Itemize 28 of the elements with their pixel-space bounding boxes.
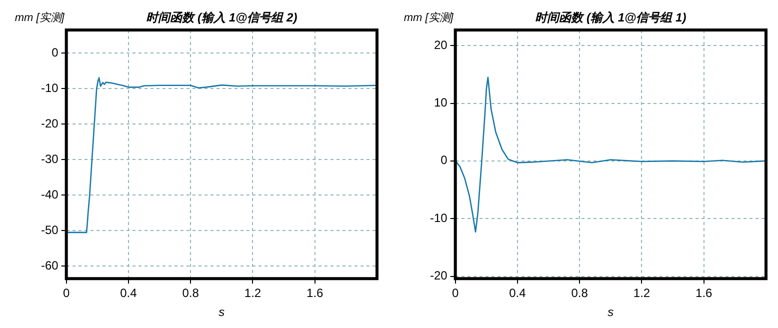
y-tick-label: 20 [434, 38, 448, 52]
chart-title: 时间函数 (输入 1@信号组 2) [146, 10, 298, 24]
y-tick-label: -20 [430, 268, 448, 283]
x-tick-label: 1.6 [696, 286, 713, 300]
y-tick-label: -40 [41, 187, 59, 202]
x-tick-label: 0.4 [120, 286, 138, 300]
x-tick-label: 0.4 [509, 286, 526, 300]
y-tick-label: -10 [41, 80, 59, 95]
x-tick-label: 0.8 [182, 286, 200, 300]
y-axis-title: mm [实测] [14, 11, 66, 24]
y-tick-label: -60 [41, 258, 59, 272]
y-axis-title: mm [实测] [404, 11, 454, 24]
x-axis-title: s [218, 304, 225, 319]
y-tick-label: 0 [52, 45, 59, 60]
y-tick-label: -30 [41, 152, 59, 166]
x-axis-title: s [608, 304, 614, 319]
y-tick-label: -50 [41, 222, 59, 237]
x-tick-label: 0 [63, 286, 70, 300]
x-tick-label: 0.8 [571, 286, 588, 300]
chart-title: 时间函数 (输入 1@信号组 1) [535, 10, 686, 24]
y-tick-label: -10 [430, 210, 448, 225]
x-tick-label: 1.2 [633, 286, 650, 300]
y-tick-label: -20 [41, 116, 59, 130]
y-tick-label: 10 [434, 96, 448, 110]
x-tick-label: 1.6 [306, 286, 324, 300]
y-tick-label: 0 [440, 153, 448, 168]
x-tick-label: 0 [452, 286, 459, 300]
x-tick-label: 1.2 [244, 286, 262, 300]
